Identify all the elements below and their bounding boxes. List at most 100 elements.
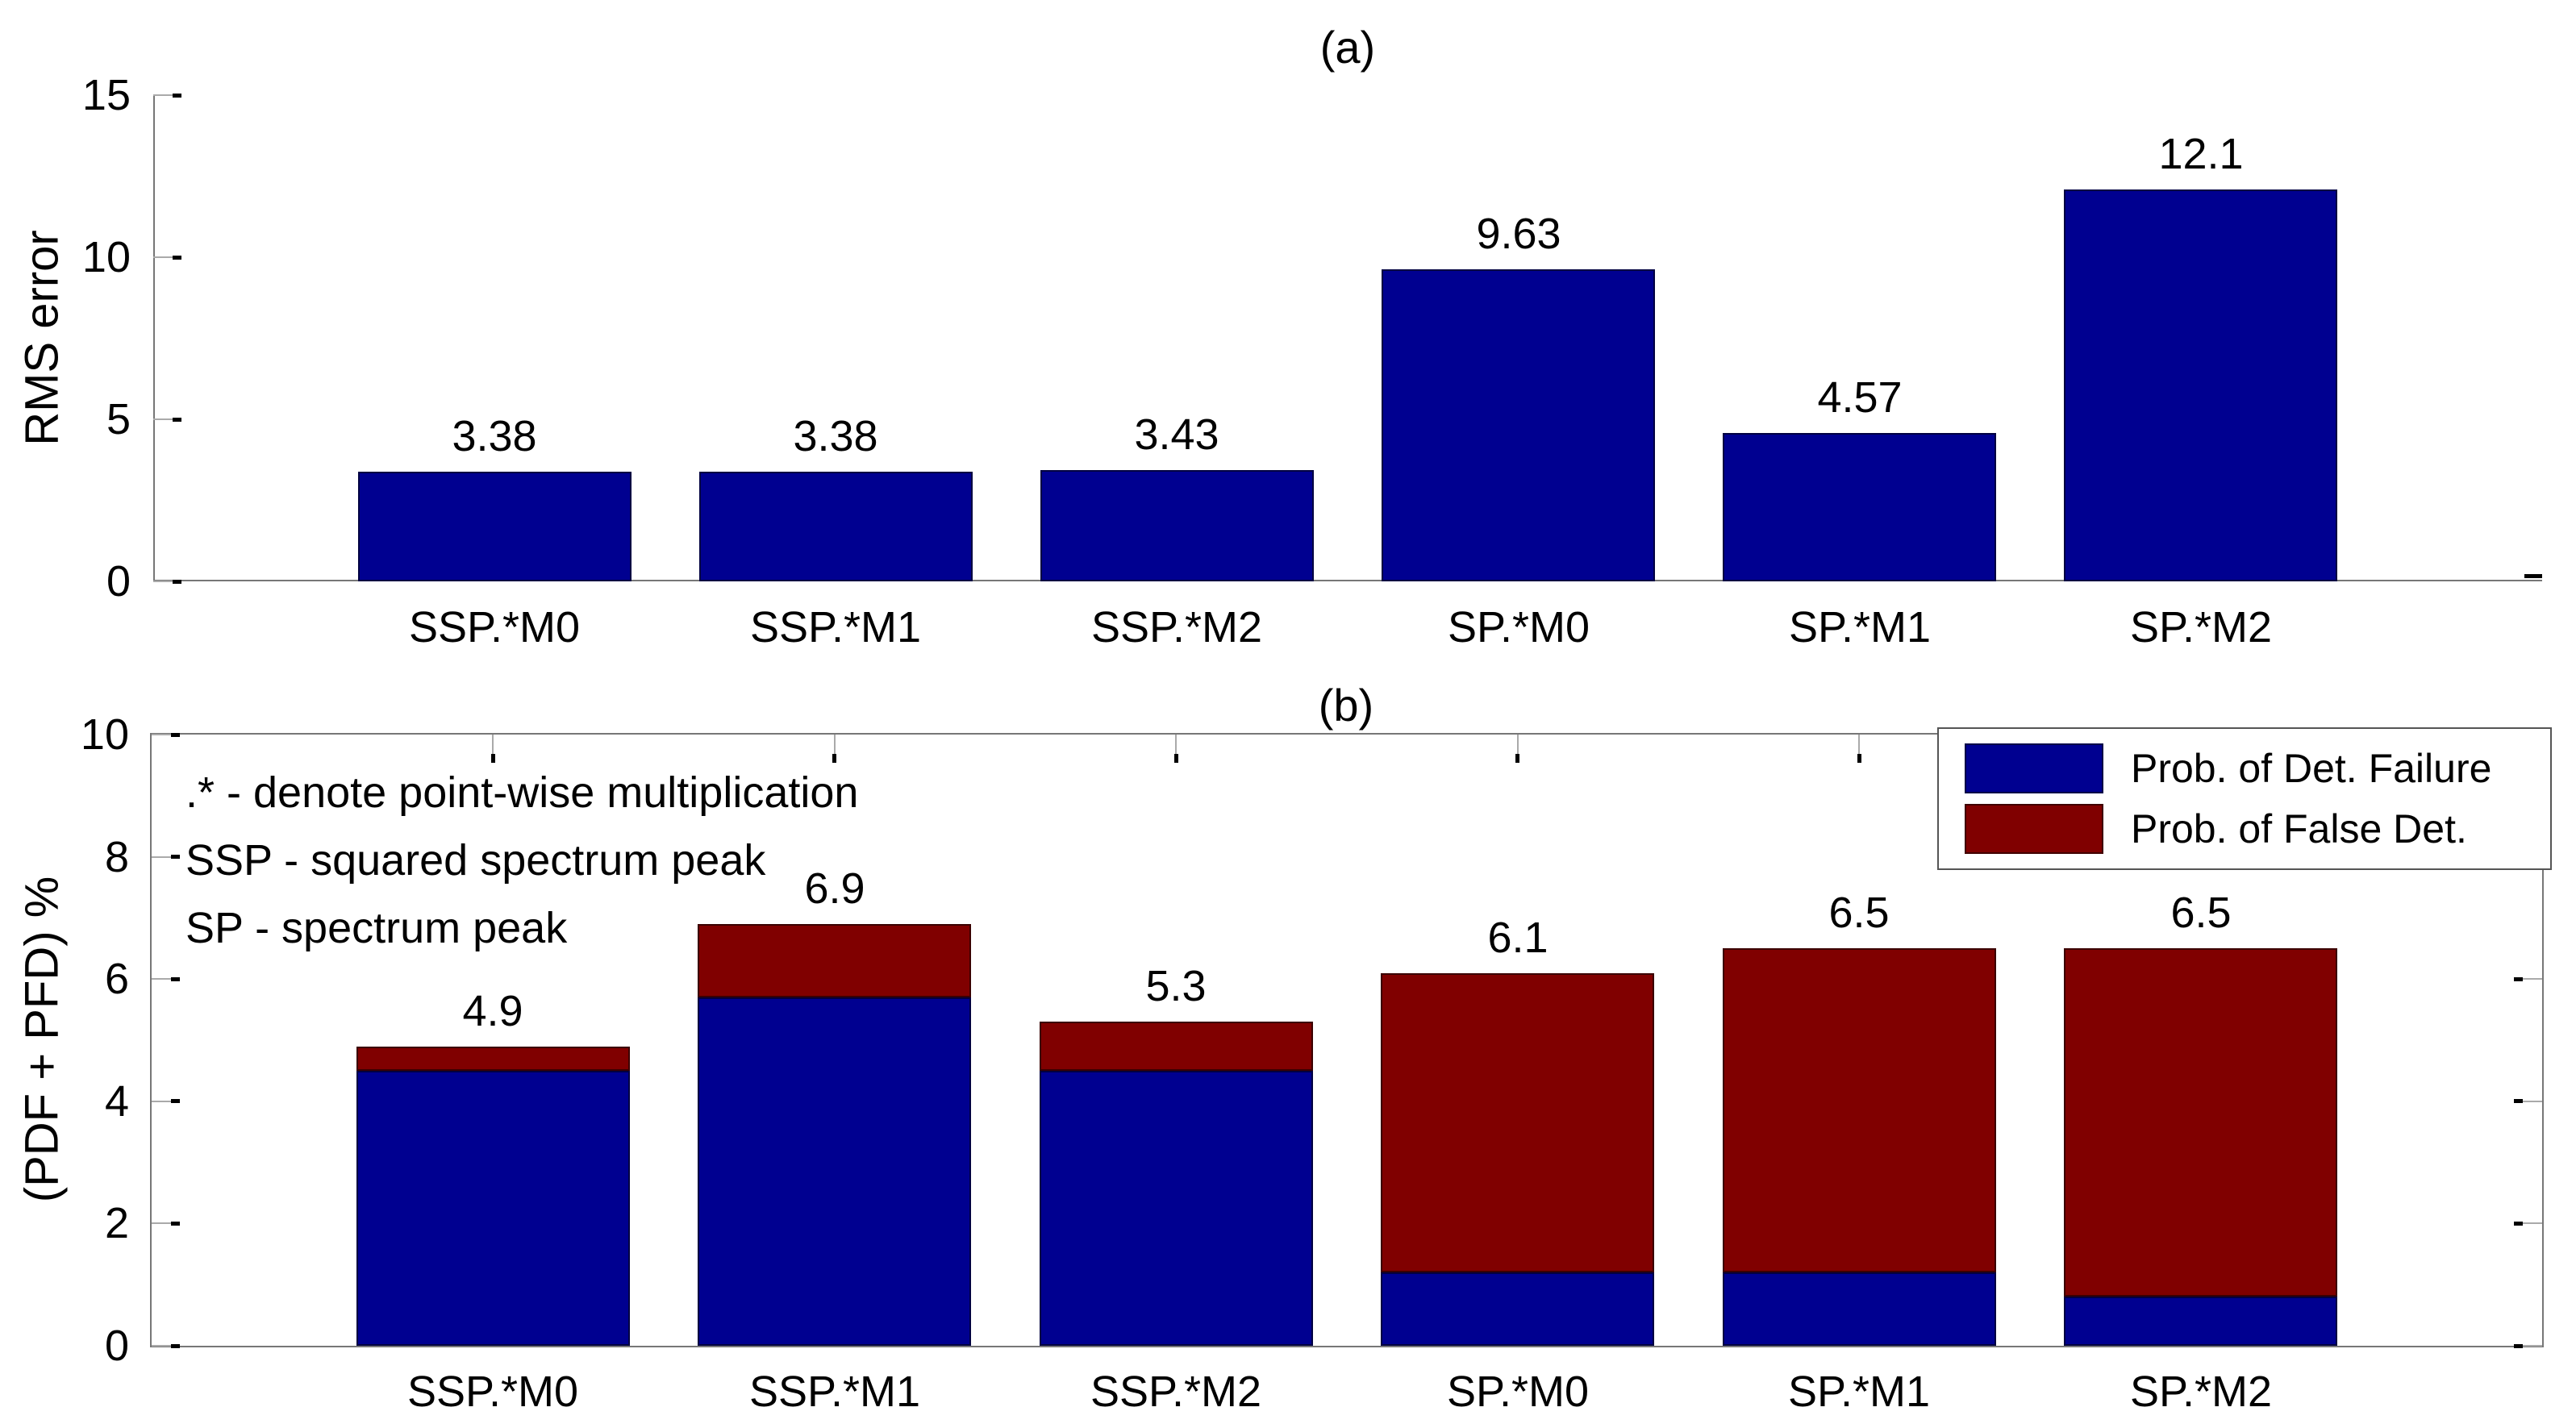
x-tick-mark xyxy=(1515,754,1520,763)
y-tick-label: 8 xyxy=(104,832,129,881)
y-tick-stem xyxy=(152,856,173,858)
y-tick-label: 15 xyxy=(81,71,131,119)
value-label: 5.3 xyxy=(1145,962,1207,1010)
bar xyxy=(358,472,631,581)
category-label: SP.*M0 xyxy=(1446,1368,1590,1416)
chart-a-x-axis-line xyxy=(153,580,2542,581)
y-tick-mark xyxy=(171,732,180,737)
legend-swatch-blue-icon xyxy=(1965,743,2103,794)
x-tick-mark xyxy=(490,754,495,763)
bar-segment-blue xyxy=(1381,1272,1654,1346)
bar xyxy=(1040,470,1314,581)
y-tick-mark xyxy=(171,1099,180,1104)
value-label: 3.43 xyxy=(1134,410,1219,459)
y-tick-label: 5 xyxy=(106,395,131,443)
bar-segment-red xyxy=(2064,948,2337,1297)
value-label: 3.38 xyxy=(452,412,537,460)
y-tick-stem xyxy=(153,256,174,258)
category-label: SP.*M1 xyxy=(1787,1368,1931,1416)
annotation-line-3: SP - spectrum peak xyxy=(185,904,568,952)
chart-b-y-axis-label: (PDF + PFD) % xyxy=(15,876,69,1203)
y-tick-mark xyxy=(2514,1343,2523,1348)
category-label: SSP.*M0 xyxy=(406,1368,579,1416)
y-tick-label: 0 xyxy=(106,557,131,606)
x-axis-end-tick xyxy=(2524,574,2542,578)
y-tick-mark xyxy=(171,1343,180,1348)
chart-a-plot-area: 0 5 10 15 3.38 SSP.*M0 3.38 SSP.*M1 3.43 SSP.*M2 9… xyxy=(82,71,2542,652)
x-tick-stem xyxy=(492,735,494,756)
bar-segment-red xyxy=(1723,948,1996,1272)
x-tick-stem xyxy=(833,735,836,756)
x-tick-stem xyxy=(1858,735,1861,756)
value-label: 12.1 xyxy=(2158,130,2244,178)
bar-segment-red xyxy=(356,1047,630,1071)
bar xyxy=(1723,433,1996,581)
category-label: SSP.*M2 xyxy=(1090,603,1263,652)
bar-segment-blue xyxy=(356,1071,630,1346)
x-tick-mark xyxy=(1173,754,1178,763)
chart-b-plot-area: 0 2 4 6 8 10 4.9 SSP.*M0 6.9 SSP.*M1 5.3 SSP.*M2 6.1… xyxy=(81,710,2544,1416)
category-label: SSP.*M2 xyxy=(1090,1368,1262,1416)
y-tick-label: 4 xyxy=(104,1076,129,1126)
y-tick-mark xyxy=(173,417,181,422)
value-label: 9.63 xyxy=(1476,210,1561,258)
category-label: SP.*M0 xyxy=(1447,603,1590,652)
y-tick-stem xyxy=(152,1222,173,1225)
y-tick-mark xyxy=(171,855,180,860)
bar-segment-blue xyxy=(2064,1297,2337,1346)
bar-segment-red xyxy=(698,924,971,997)
y-tick-stem xyxy=(2521,978,2542,980)
value-label: 4.57 xyxy=(1817,373,1903,422)
legend-item-false-det: Prob. of False Det. xyxy=(1965,803,2550,854)
y-tick-stem xyxy=(152,978,173,980)
legend-swatch-red-icon xyxy=(1965,803,2103,854)
chart-b-title: (b) xyxy=(1318,680,1374,731)
y-tick-stem xyxy=(153,418,174,420)
value-label: 6.9 xyxy=(804,864,865,913)
y-tick-stem xyxy=(153,94,174,96)
value-label: 4.9 xyxy=(462,987,523,1035)
x-tick-mark xyxy=(832,754,837,763)
category-label: SP.*M1 xyxy=(1788,603,1932,652)
bar-segment-blue xyxy=(1040,1071,1313,1346)
y-tick-label: 6 xyxy=(104,955,129,1004)
annotation-line-1: .* - denote point-wise multiplication xyxy=(185,768,859,817)
y-tick-mark xyxy=(171,976,180,981)
y-tick-label: 2 xyxy=(104,1199,129,1248)
category-label: SSP.*M0 xyxy=(408,603,581,652)
bar-segment-red xyxy=(1040,1022,1313,1071)
y-tick-mark xyxy=(2514,1099,2523,1104)
y-tick-mark xyxy=(171,1221,180,1226)
x-tick-stem xyxy=(1516,735,1519,756)
bar-segment-blue xyxy=(1723,1272,1996,1346)
y-tick-stem xyxy=(152,734,173,735)
value-label: 6.5 xyxy=(2170,889,2232,937)
value-label: 6.1 xyxy=(1487,914,1549,962)
value-label: 3.38 xyxy=(793,412,878,460)
y-tick-stem xyxy=(153,581,174,582)
bar xyxy=(2064,189,2337,581)
annotation-line-2: SSP - squared spectrum peak xyxy=(185,836,766,885)
y-tick-mark xyxy=(173,255,181,260)
category-label: SP.*M2 xyxy=(2129,1368,2273,1416)
y-tick-mark xyxy=(173,579,181,584)
x-tick-stem xyxy=(1175,735,1178,756)
chart-a-y-axis-line xyxy=(153,95,155,581)
bar xyxy=(1382,269,1655,581)
y-tick-stem xyxy=(2521,1100,2542,1102)
chart-a-title: (a) xyxy=(1319,22,1376,73)
y-tick-label: 0 xyxy=(104,1322,129,1370)
y-tick-stem xyxy=(2521,1345,2542,1347)
legend-label-det-failure: Prob. of Det. Failure xyxy=(2131,746,2492,792)
legend-item-det-failure: Prob. of Det. Failure xyxy=(1965,743,2550,794)
bar-segment-blue xyxy=(698,997,971,1346)
y-tick-stem xyxy=(152,1345,173,1347)
legend-label-false-det: Prob. of False Det. xyxy=(2131,806,2467,851)
bar-segment-red xyxy=(1381,973,1654,1272)
y-tick-stem xyxy=(152,1100,173,1102)
y-tick-label: 10 xyxy=(80,710,129,759)
y-tick-stem xyxy=(2521,1222,2542,1225)
category-label: SSP.*M1 xyxy=(749,603,922,652)
bar xyxy=(699,472,973,581)
category-label: SP.*M2 xyxy=(2129,603,2273,652)
